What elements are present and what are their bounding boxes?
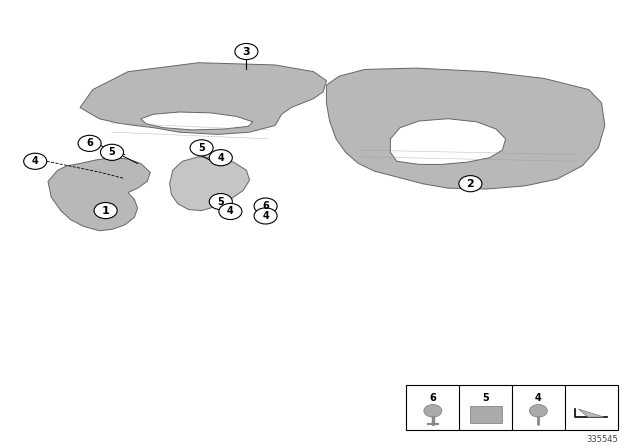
Polygon shape xyxy=(141,112,253,130)
Circle shape xyxy=(190,140,213,156)
Text: 3: 3 xyxy=(243,47,250,56)
Circle shape xyxy=(254,198,277,214)
Text: 5: 5 xyxy=(218,197,224,207)
Text: 335545: 335545 xyxy=(586,435,618,444)
Text: 2: 2 xyxy=(467,179,474,189)
Text: 5: 5 xyxy=(109,147,115,157)
Circle shape xyxy=(78,135,101,151)
FancyBboxPatch shape xyxy=(470,406,502,423)
Text: 5: 5 xyxy=(482,393,489,403)
Circle shape xyxy=(424,405,442,417)
Circle shape xyxy=(219,203,242,220)
Circle shape xyxy=(529,405,547,417)
Text: 4: 4 xyxy=(218,153,224,163)
Text: 5: 5 xyxy=(198,143,205,153)
Polygon shape xyxy=(326,68,605,189)
Text: 4: 4 xyxy=(262,211,269,221)
Circle shape xyxy=(254,208,277,224)
Circle shape xyxy=(209,194,232,210)
Text: 4: 4 xyxy=(535,393,542,403)
Circle shape xyxy=(100,144,124,160)
Text: 1: 1 xyxy=(102,206,109,215)
Text: 6: 6 xyxy=(86,138,93,148)
Circle shape xyxy=(94,202,117,219)
Polygon shape xyxy=(170,157,250,211)
Circle shape xyxy=(459,176,482,192)
Polygon shape xyxy=(48,158,150,231)
Circle shape xyxy=(209,150,232,166)
Polygon shape xyxy=(80,63,326,134)
Polygon shape xyxy=(390,119,506,164)
Polygon shape xyxy=(579,409,604,417)
Circle shape xyxy=(235,43,258,60)
Text: 4: 4 xyxy=(227,207,234,216)
Text: 6: 6 xyxy=(429,393,436,403)
FancyBboxPatch shape xyxy=(406,385,618,430)
Text: 6: 6 xyxy=(262,201,269,211)
Text: 4: 4 xyxy=(32,156,38,166)
Circle shape xyxy=(24,153,47,169)
